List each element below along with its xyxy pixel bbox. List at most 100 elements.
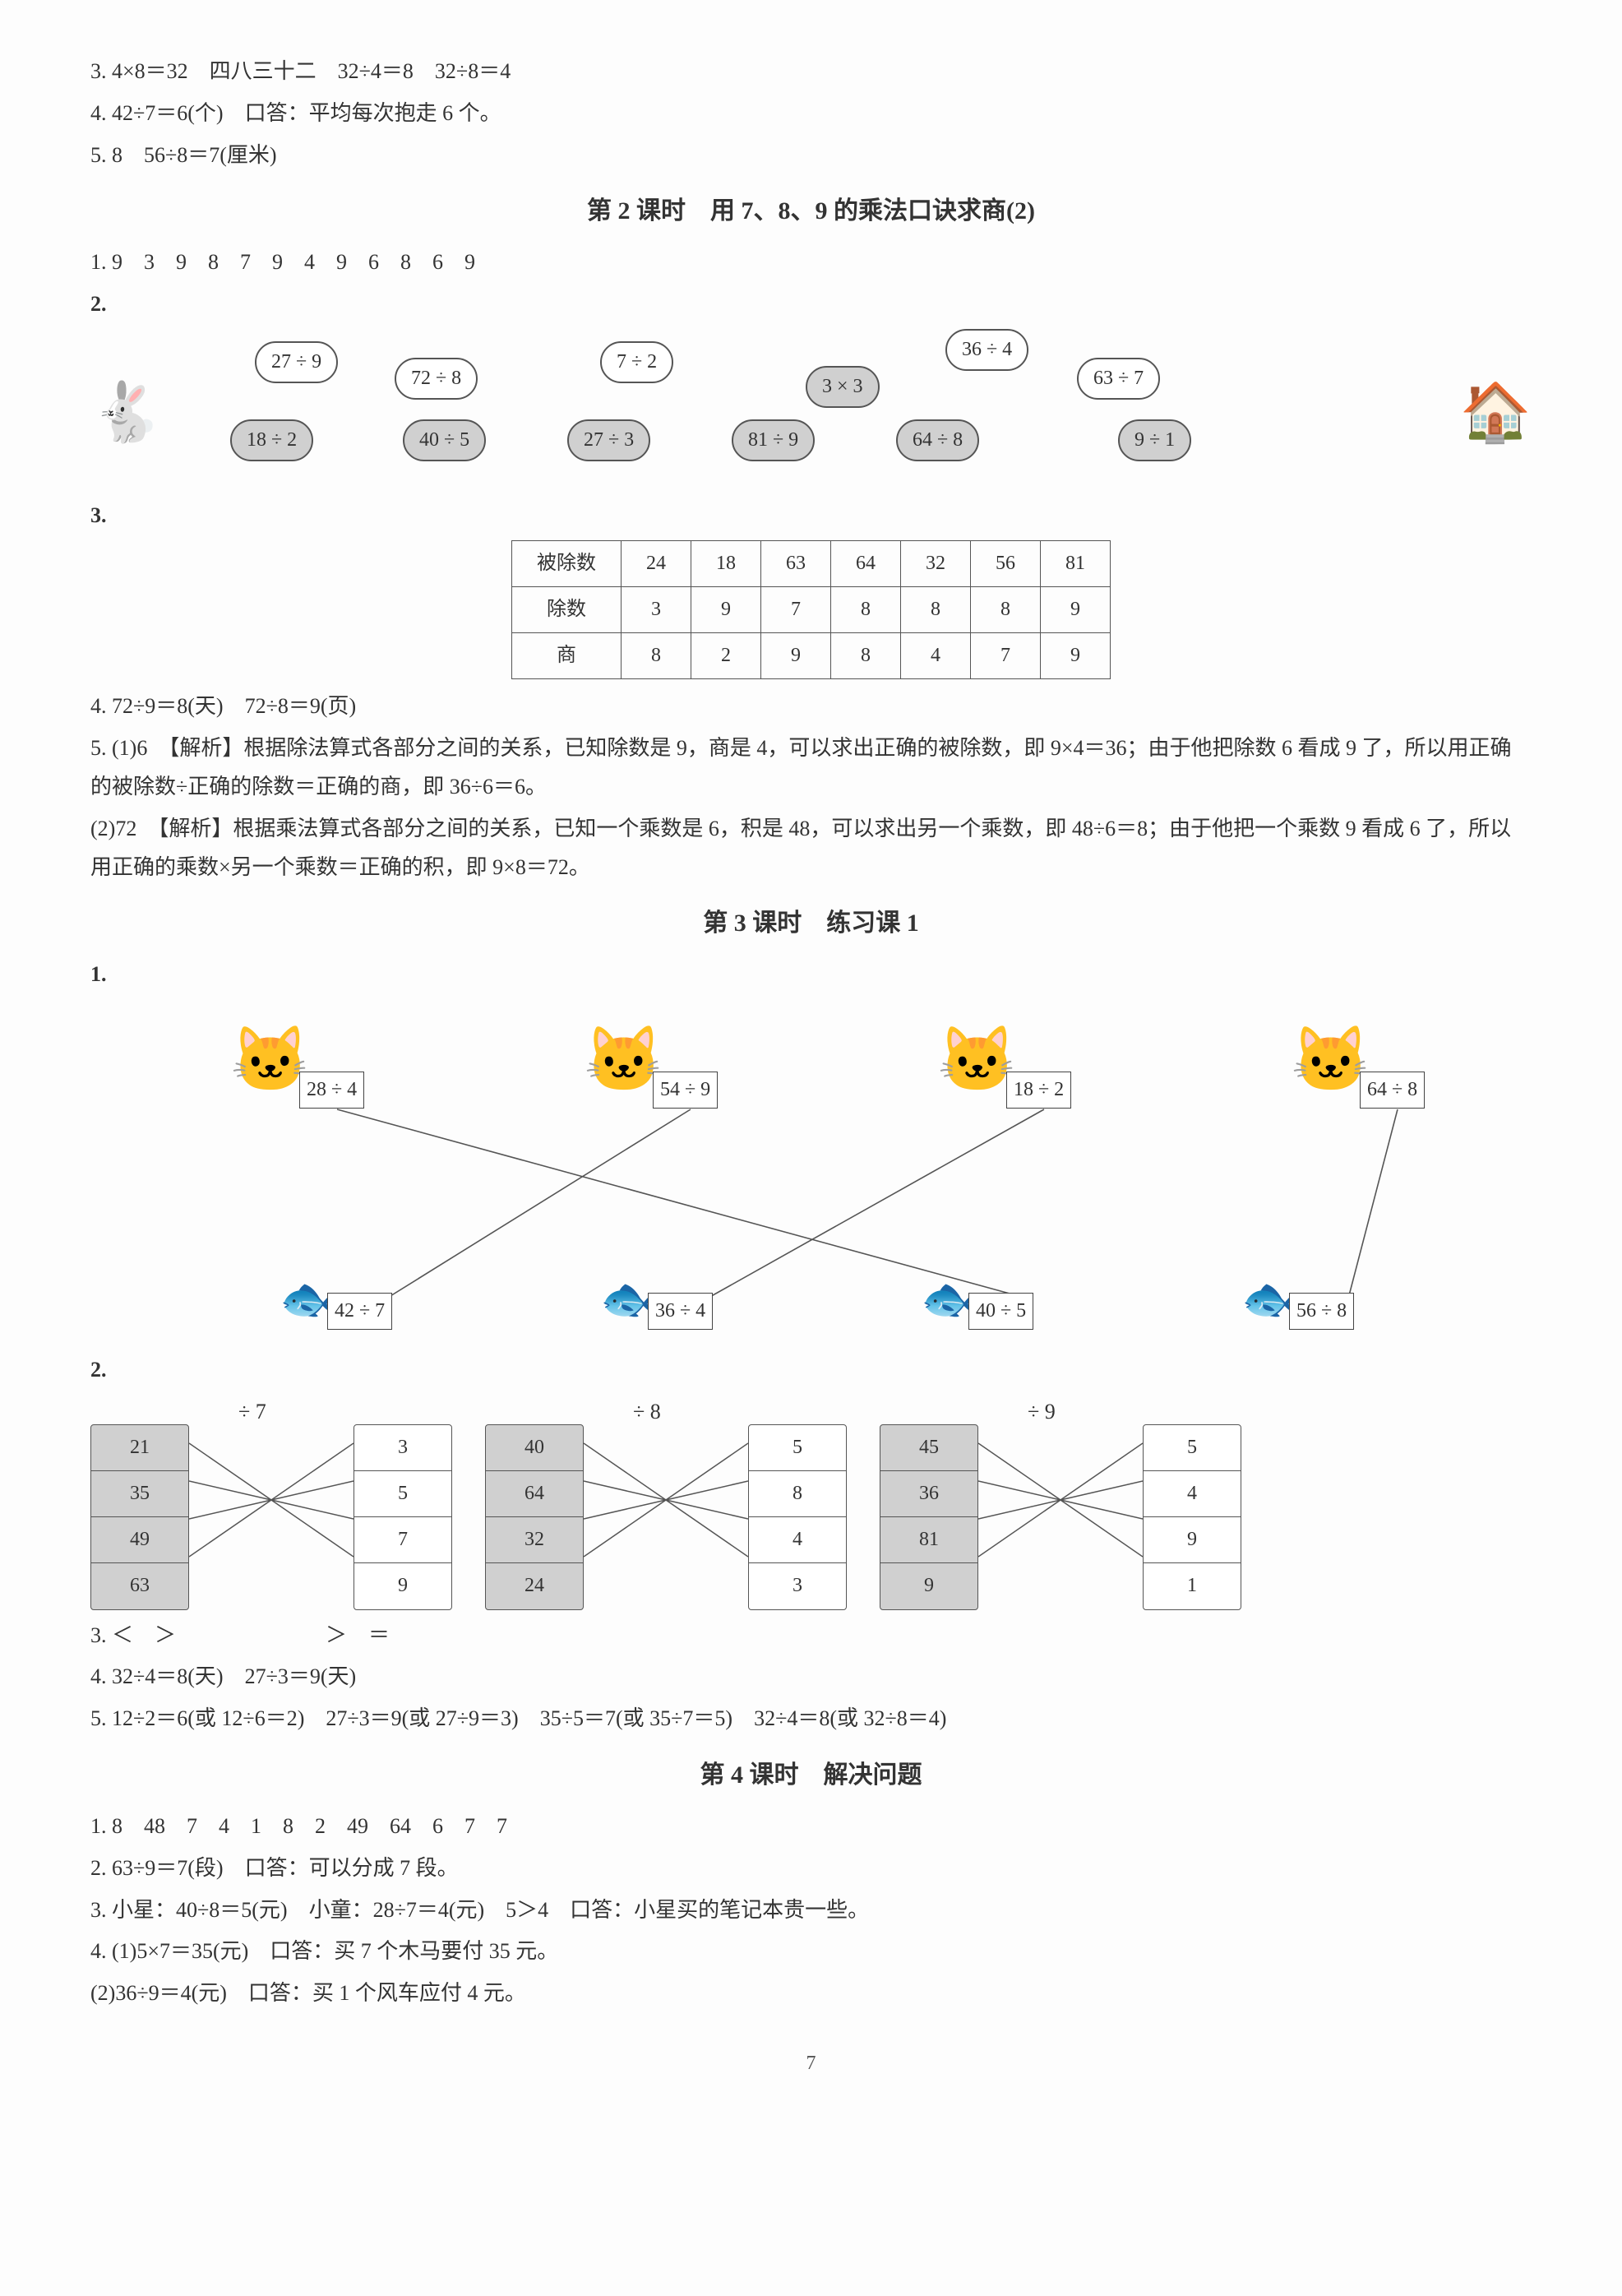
bubble: 3 × 3 <box>806 366 880 408</box>
cell: 9 <box>354 1563 451 1609</box>
fish-label: 42 ÷ 7 <box>327 1293 392 1330</box>
bubble-diagram: 🐇 🏠 27 ÷ 9 72 ÷ 8 7 ÷ 2 36 ÷ 4 3 × 3 63 … <box>90 329 1532 493</box>
output-column: 5491 <box>1143 1424 1241 1610</box>
cat-icon: 🐱 <box>584 1002 663 1118</box>
cell: 4 <box>901 633 971 679</box>
input-column: 40643224 <box>485 1424 584 1610</box>
cell: 36 <box>880 1471 977 1517</box>
cell: 8 <box>901 586 971 632</box>
q-line: (2)36÷9＝4(元) 口答：买 1 个风车应付 4 元。 <box>90 1974 1532 2013</box>
cat-icon: 🐱 <box>1291 1002 1370 1118</box>
cat-label: 64 ÷ 8 <box>1360 1072 1425 1109</box>
cell: 2 <box>691 633 761 679</box>
arrow-lines <box>978 1424 1143 1632</box>
cell: 24 <box>622 540 691 586</box>
cell: 32 <box>901 540 971 586</box>
machine-row: ÷ 7213549633579÷ 8406432245843÷ 94536819… <box>90 1403 1532 1610</box>
bubble: 9 ÷ 1 <box>1118 419 1191 461</box>
machine: ÷ 7213549633579 <box>90 1403 452 1610</box>
lesson2-title: 第 2 课时 用 7、8、9 的乘法口诀求商(2) <box>90 189 1532 234</box>
cell: 35 <box>91 1471 188 1517</box>
input-column: 4536819 <box>880 1424 978 1610</box>
cat-fish-diagram: 🐱 28 ÷ 4 🐱 54 ÷ 9 🐱 18 ÷ 2 🐱 64 ÷ 8 🐟 42… <box>90 1002 1532 1348</box>
answer-line: 5. 8 56÷8＝7(厘米) <box>90 137 1532 175</box>
answer-line: 4. 42÷7＝6(个) 口答：平均每次抱走 6 个。 <box>90 95 1532 133</box>
fish-label: 36 ÷ 4 <box>648 1293 713 1330</box>
row-head: 商 <box>512 633 622 679</box>
cell: 81 <box>880 1517 977 1563</box>
cell: 9 <box>880 1563 977 1609</box>
q-line: 4. 32÷4＝8(天) 27÷3＝9(天) <box>90 1658 1532 1697</box>
cell: 63 <box>91 1563 188 1609</box>
machine: ÷ 945368195491 <box>880 1403 1241 1610</box>
cat-label: 28 ÷ 4 <box>299 1072 364 1109</box>
machine: ÷ 8406432245843 <box>485 1403 847 1610</box>
q-line: 5. 12÷2＝6(或 12÷6＝2) 27÷3＝9(或 27÷9＝3) 35÷… <box>90 1700 1532 1738</box>
cell: 56 <box>971 540 1041 586</box>
bubble: 18 ÷ 2 <box>230 419 313 461</box>
cell: 5 <box>1144 1425 1241 1471</box>
cell: 3 <box>749 1563 846 1609</box>
q-line: 3. 小星：40÷8＝5(元) 小童：28÷7＝4(元) 5＞4 口答：小星买的… <box>90 1891 1532 1930</box>
bubble: 64 ÷ 8 <box>896 419 979 461</box>
fish-label: 40 ÷ 5 <box>968 1293 1033 1330</box>
lesson3-title: 第 3 课时 练习课 1 <box>90 901 1532 946</box>
cell: 45 <box>880 1425 977 1471</box>
cell: 9 <box>691 586 761 632</box>
bubble: 63 ÷ 7 <box>1077 358 1160 400</box>
cell: 8 <box>749 1471 846 1517</box>
q-line: 4. 72÷9＝8(天) 72÷8＝9(页) <box>90 687 1532 726</box>
cell: 32 <box>486 1517 583 1563</box>
q-line: 1. 8 48 7 4 1 8 2 49 64 6 7 7 <box>90 1808 1532 1846</box>
cell: 1 <box>1144 1563 1241 1609</box>
bubble: 7 ÷ 2 <box>600 341 673 383</box>
bubble: 36 ÷ 4 <box>945 329 1028 371</box>
page-number: 7 <box>90 2046 1532 2081</box>
q-line: (2)72 【解析】根据乘法算式各部分之间的关系，已知一个乘数是 6，积是 48… <box>90 810 1532 887</box>
cell: 4 <box>1144 1471 1241 1517</box>
q-number: 3. <box>90 503 107 527</box>
cell: 7 <box>354 1517 451 1563</box>
cat-icon: 🐱 <box>937 1002 1017 1118</box>
q-line: 2. 63÷9＝7(段) 口答：可以分成 7 段。 <box>90 1849 1532 1888</box>
cell: 9 <box>761 633 831 679</box>
cell: 5 <box>354 1471 451 1517</box>
bubble: 27 ÷ 9 <box>255 341 338 383</box>
cell: 9 <box>1041 633 1111 679</box>
output-column: 5843 <box>748 1424 847 1610</box>
fish-label: 56 ÷ 8 <box>1289 1293 1354 1330</box>
answer-line: 3. 4×8＝32 四八三十二 32÷4＝8 32÷8＝4 <box>90 53 1532 91</box>
cell: 4 <box>749 1517 846 1563</box>
row-head: 被除数 <box>512 540 622 586</box>
q-number: 1. <box>90 962 107 986</box>
lesson4-title: 第 4 课时 解决问题 <box>90 1753 1532 1798</box>
cell: 21 <box>91 1425 188 1471</box>
q-line: 5. (1)6 【解析】根据除法算式各部分之间的关系，已知除数是 9，商是 4，… <box>90 729 1532 807</box>
cell: 40 <box>486 1425 583 1471</box>
row-head: 除数 <box>512 586 622 632</box>
cell: 7 <box>761 586 831 632</box>
arrow-lines <box>584 1424 748 1632</box>
bubble: 27 ÷ 3 <box>567 419 650 461</box>
cell: 9 <box>1041 586 1111 632</box>
q-number: 2. <box>90 1358 107 1382</box>
cat-icon: 🐱 <box>230 1002 310 1118</box>
cell: 3 <box>354 1425 451 1471</box>
q-line: 1. 9 3 9 8 7 9 4 9 6 8 6 9 <box>90 243 1532 282</box>
q-line: 4. (1)5×7＝35(元) 口答：买 7 个木马要付 35 元。 <box>90 1933 1532 1971</box>
cell: 5 <box>749 1425 846 1471</box>
cell: 8 <box>831 586 901 632</box>
bubble: 40 ÷ 5 <box>403 419 486 461</box>
division-table: 被除数 24 18 63 64 32 56 81 除数 3 9 7 8 8 8 … <box>511 540 1111 680</box>
cell: 9 <box>1144 1517 1241 1563</box>
cell: 18 <box>691 540 761 586</box>
q-number: 2. <box>90 292 107 316</box>
cat-label: 54 ÷ 9 <box>653 1072 718 1109</box>
arrow-lines <box>189 1424 354 1632</box>
rabbit-icon: 🐇 <box>90 362 162 465</box>
bubble: 81 ÷ 9 <box>732 419 815 461</box>
cat-label: 18 ÷ 2 <box>1006 1072 1071 1109</box>
input-column: 21354963 <box>90 1424 189 1610</box>
cell: 3 <box>622 586 691 632</box>
house-icon: 🏠 <box>1460 362 1532 465</box>
